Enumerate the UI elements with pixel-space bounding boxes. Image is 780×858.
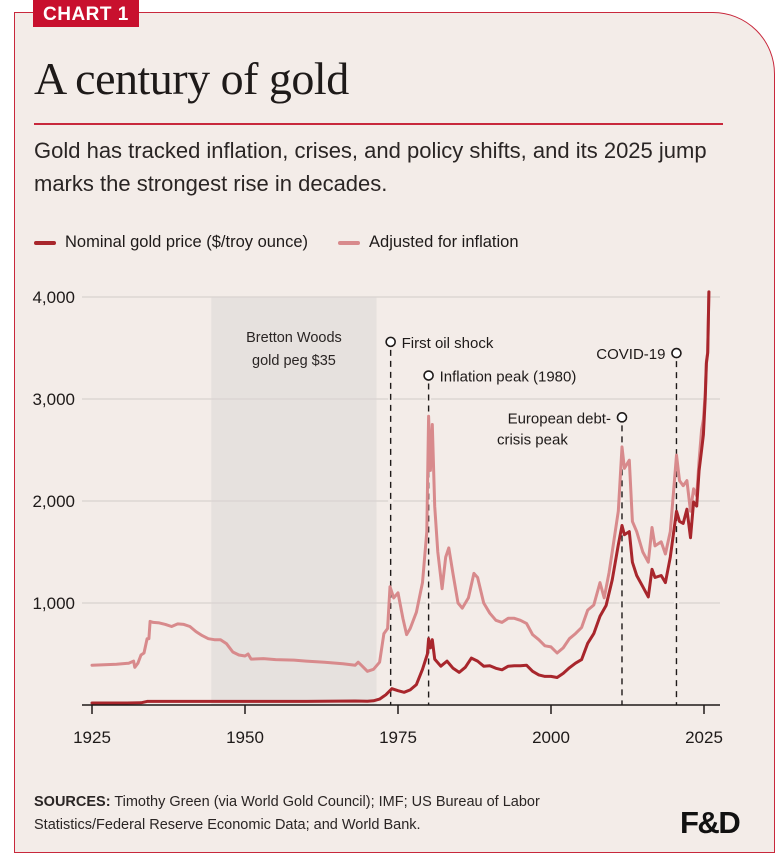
series-line-real: [90, 290, 711, 673]
fd-logo: F&D: [680, 805, 741, 840]
chart-title: A century of gold: [34, 53, 349, 104]
y-tick-label: 4,000: [32, 288, 75, 307]
annotation-label-inflation-peak: Inflation peak (1980): [440, 369, 577, 386]
legend-swatch-nominal: [34, 240, 56, 245]
sources-note: SOURCES: Timothy Green (via World Gold C…: [34, 791, 634, 837]
chart-frame: [14, 12, 775, 853]
x-tick-label: 1975: [379, 728, 417, 747]
y-tick-label: 1,000: [32, 594, 75, 613]
chart-subtitle: Gold has tracked inflation, crises, and …: [34, 138, 707, 196]
sources-text: Timothy Green (via World Gold Council); …: [34, 794, 540, 833]
shade-label: Bretton Woods: [246, 330, 342, 346]
series-line-nominal: [90, 290, 711, 705]
legend-label-nominal: Nominal gold price ($/troy ounce): [65, 233, 309, 251]
annotation-marker-inflation-peak: [423, 370, 434, 381]
shade-label: gold peg $35: [252, 353, 336, 369]
x-tick-label: 1925: [73, 728, 111, 747]
legend: Nominal gold price ($/troy ounce) Adjust…: [34, 233, 549, 252]
annotation-marker-covid: [671, 347, 682, 359]
x-tick-label: 2025: [685, 728, 723, 747]
sources-label: SOURCES:: [34, 794, 111, 810]
title-divider: [34, 123, 723, 125]
y-tick-label: 3,000: [32, 390, 75, 409]
legend-item-real: Adjusted for inflation: [338, 233, 519, 252]
annotation-label-covid: COVID-19: [596, 346, 665, 363]
legend-label-real: Adjusted for inflation: [369, 233, 519, 251]
annotation-label-euro-debt: crisis peak: [497, 431, 568, 448]
legend-item-nominal: Nominal gold price ($/troy ounce): [34, 233, 308, 252]
chart-badge: CHART 1: [33, 0, 139, 27]
annotation-marker-oil-shock: [385, 336, 396, 348]
y-tick-label: 2,000: [32, 492, 75, 511]
annotation-label-oil-shock: First oil shock: [402, 335, 494, 352]
annotation-marker-euro-debt: [616, 412, 628, 423]
legend-swatch-real: [338, 240, 361, 245]
x-tick-label: 1950: [226, 728, 264, 747]
annotation-label-euro-debt: European debt-: [508, 410, 611, 427]
x-tick-label: 2000: [532, 728, 570, 747]
